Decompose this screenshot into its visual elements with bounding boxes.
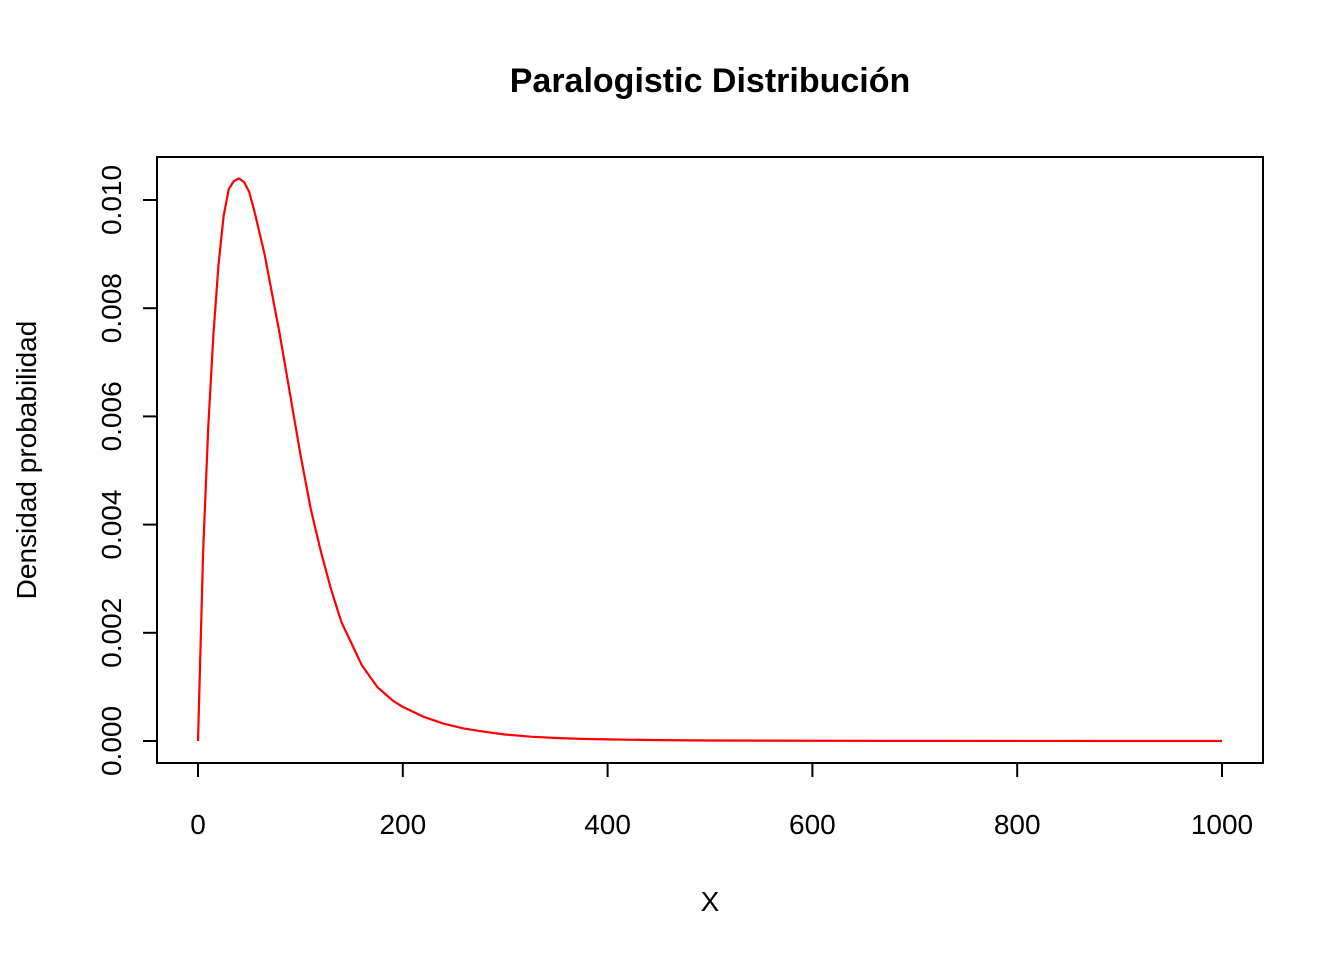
plot-area-frame bbox=[156, 156, 1264, 764]
y-tick-label: 0.006 bbox=[96, 381, 127, 451]
series-group bbox=[196, 177, 1223, 743]
x-axis: 0 200 400 600 800 1000 bbox=[190, 762, 1253, 840]
x-tick-label: 200 bbox=[379, 809, 426, 840]
y-tick-label: 0.004 bbox=[96, 490, 127, 560]
x-tick-label: 0 bbox=[190, 809, 206, 840]
y-tick-label: 0.008 bbox=[96, 273, 127, 343]
series-line-0 bbox=[196, 177, 1223, 743]
x-tick-label: 400 bbox=[584, 809, 631, 840]
x-tick-label: 1000 bbox=[1191, 809, 1253, 840]
y-axis: 0.000 0.002 0.004 0.006 0.008 0.010 bbox=[96, 165, 158, 776]
x-tick-label: 600 bbox=[789, 809, 836, 840]
x-tick-label: 800 bbox=[994, 809, 1041, 840]
chart-title: Paralogistic Distribución bbox=[510, 62, 911, 100]
x-axis-label: X bbox=[701, 886, 720, 917]
y-tick-label: 0.002 bbox=[96, 598, 127, 668]
y-tick-label: 0.010 bbox=[96, 165, 127, 235]
y-axis-label: Densidad probabilidad bbox=[11, 321, 42, 600]
y-tick-label: 0.000 bbox=[96, 706, 127, 776]
